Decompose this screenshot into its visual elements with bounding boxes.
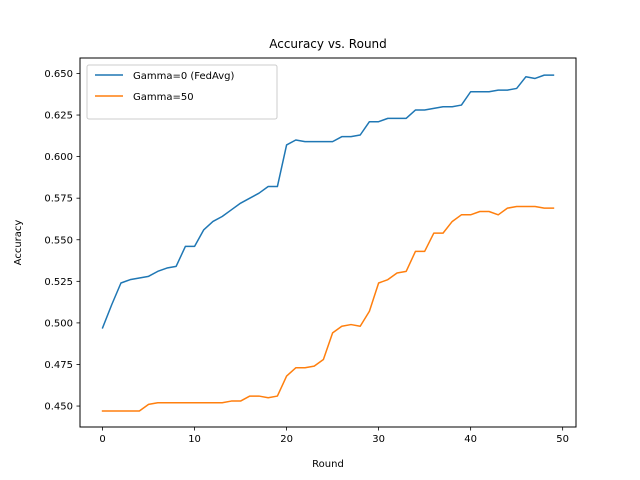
y-axis-label: Accuracy: [13, 220, 24, 266]
y-tick-label: 0.650: [44, 69, 73, 80]
y-tick-label: 0.450: [44, 402, 73, 413]
y-tick-label: 0.575: [44, 194, 73, 205]
x-axis-label: Round: [312, 459, 344, 470]
series-line-1: [101, 205, 555, 412]
series-line-0: [101, 74, 555, 329]
chart-title: Accuracy vs. Round: [269, 37, 387, 51]
y-tick-label: 0.625: [44, 111, 73, 122]
y-tick-label: 0.550: [44, 235, 73, 246]
y-tick-label: 0.600: [44, 152, 73, 163]
x-tick-label: 0: [99, 434, 105, 445]
legend-label-1: Gamma=50: [133, 92, 194, 103]
legend-label-0: Gamma=0 (FedAvg): [133, 71, 235, 82]
x-tick-label: 20: [280, 434, 293, 445]
y-axis: 0.450 0.475 0.500 0.525 0.550 0.575 0.600 0.625…: [44, 69, 80, 413]
y-tick-label: 0.525: [44, 277, 73, 288]
series-layer: [101, 74, 555, 412]
legend: Gamma=0 (FedAvg) Gamma=50: [86, 64, 278, 120]
x-axis: 0 10 20 30 40 50: [99, 427, 569, 445]
x-tick-label: 10: [188, 434, 201, 445]
x-tick-label: 30: [372, 434, 385, 445]
y-tick-label: 0.500: [44, 318, 73, 329]
x-tick-label: 50: [556, 434, 569, 445]
x-tick-label: 40: [464, 434, 477, 445]
y-tick-label: 0.475: [44, 360, 73, 371]
plot-frame: [79, 57, 577, 428]
legend-box: [86, 64, 278, 120]
